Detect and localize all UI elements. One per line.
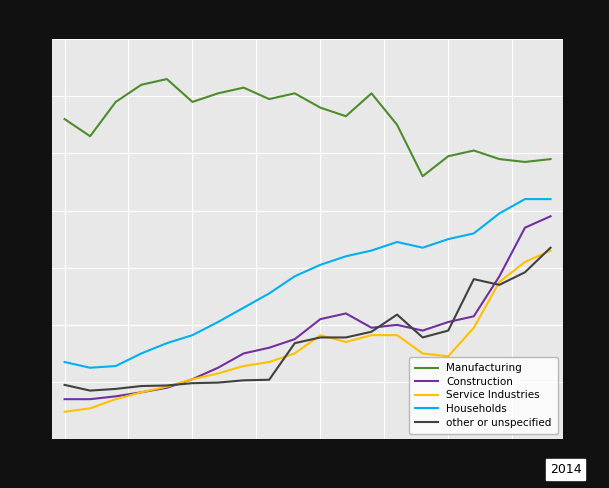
Text: 2014: 2014 [550, 463, 582, 476]
Legend: Manufacturing, Construction, Service Industries, Households, other or unspecifie: Manufacturing, Construction, Service Ind… [409, 357, 558, 434]
